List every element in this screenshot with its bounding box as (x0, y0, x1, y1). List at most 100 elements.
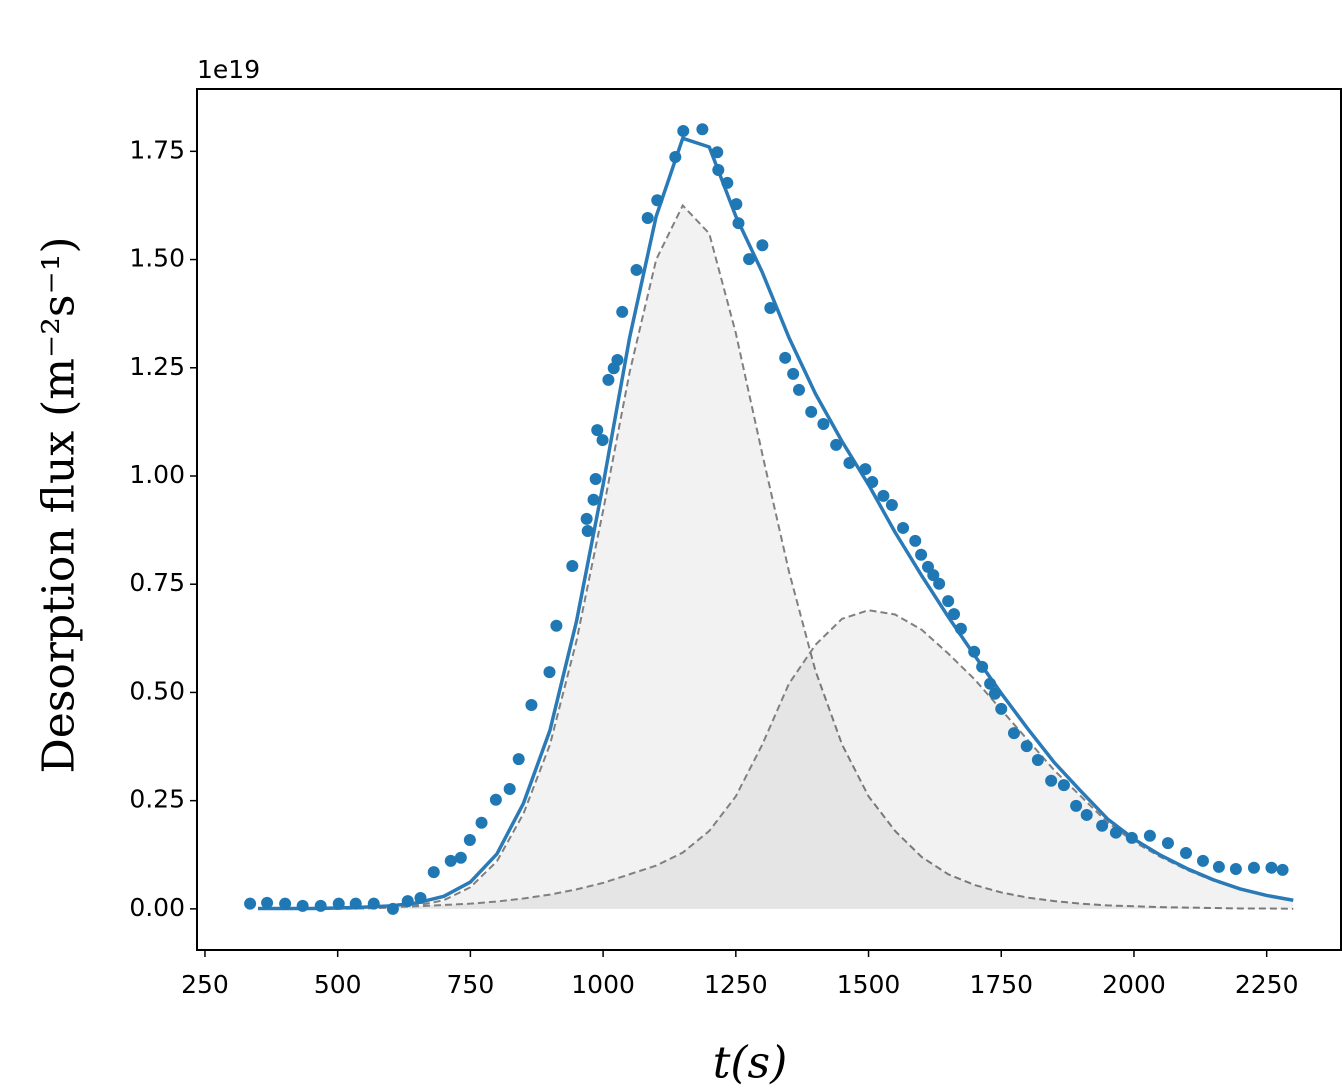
data-point (756, 239, 769, 252)
component-curve (258, 203, 1294, 910)
data-point (721, 176, 734, 189)
data-point (732, 217, 745, 230)
data-point (988, 687, 1001, 700)
data-point (332, 897, 345, 910)
x-axis-label: t(s) (713, 1038, 788, 1089)
data-point (817, 418, 830, 431)
x-tick-label: 500 (314, 970, 362, 999)
data-point (1161, 837, 1174, 850)
data-point (587, 493, 600, 506)
data-point (414, 892, 427, 905)
data-point (976, 660, 989, 673)
data-point (968, 645, 981, 658)
x-tick-label: 1500 (837, 970, 901, 999)
data-point (489, 793, 502, 806)
data-point (677, 124, 690, 137)
data-point (843, 457, 856, 470)
data-point (1143, 829, 1156, 842)
data-point (859, 463, 872, 476)
data-point (427, 866, 440, 879)
x-tick-label: 1250 (704, 970, 768, 999)
data-point (525, 698, 538, 711)
component-area (258, 205, 1294, 909)
data-point (475, 816, 488, 829)
y-tick-label: 0.50 (129, 676, 185, 705)
data-point (1096, 819, 1109, 832)
data-point (463, 834, 476, 847)
data-point (543, 666, 556, 679)
data-point (401, 895, 414, 908)
data-point (279, 897, 292, 910)
component-area (258, 610, 1294, 909)
data-point (1125, 831, 1138, 844)
data-point (696, 123, 709, 136)
data-point (503, 782, 516, 795)
data-point (1080, 808, 1093, 821)
y-tick-label: 0.25 (129, 785, 185, 814)
data-point (995, 702, 1008, 715)
data-point (580, 512, 593, 525)
x-tick-label: 250 (181, 970, 229, 999)
y-tick-label: 1.00 (129, 460, 185, 489)
data-point (1057, 779, 1070, 792)
y-axis-label: Desorption flux (m⁻²s⁻¹) (34, 236, 85, 773)
data-point (787, 367, 800, 380)
data-point (885, 498, 898, 511)
data-point (1265, 861, 1278, 874)
y-tick-label: 0.00 (129, 893, 185, 922)
data-point (581, 524, 594, 537)
data-point (743, 253, 756, 266)
data-point (1276, 863, 1289, 876)
data-point (897, 521, 910, 534)
x-tick-label: 2000 (1102, 970, 1166, 999)
y-tick-label: 1.25 (129, 352, 185, 381)
data-point (566, 560, 579, 573)
x-tick-label: 750 (447, 970, 495, 999)
data-point (261, 896, 274, 909)
data-point (1212, 860, 1225, 873)
data-point (933, 577, 946, 590)
data-point (764, 302, 777, 315)
data-point (1070, 799, 1083, 812)
offset-label: 1e19 (197, 55, 260, 84)
data-point (1229, 863, 1242, 876)
data-point (942, 595, 955, 608)
x-tick-label: 1750 (969, 970, 1033, 999)
data-point (1196, 854, 1209, 867)
data-point (1031, 753, 1044, 766)
data-point (616, 305, 629, 318)
y-tick-label: 0.75 (129, 568, 185, 597)
data-point (641, 211, 654, 224)
data-point (589, 473, 602, 486)
data-point (296, 899, 309, 912)
data-point (909, 534, 922, 547)
data-point (779, 351, 792, 364)
data-point (866, 476, 879, 489)
data-point (1109, 826, 1122, 839)
x-tick-label: 1000 (571, 970, 635, 999)
data-point (386, 902, 399, 915)
data-point (792, 383, 805, 396)
data-point (954, 622, 967, 635)
x-tick-label: 2250 (1235, 970, 1299, 999)
y-tick-label: 1.50 (129, 244, 185, 273)
data-point (1247, 861, 1260, 874)
data-point (314, 899, 327, 912)
data-point (830, 438, 843, 451)
data-point (1020, 740, 1033, 753)
data-point (591, 424, 604, 437)
data-point (1045, 774, 1058, 787)
data-point (611, 353, 624, 366)
data-point (367, 897, 380, 910)
data-point (877, 489, 890, 502)
y-tick-label: 1.75 (129, 135, 185, 164)
data-point (1179, 847, 1192, 860)
data-point (602, 373, 615, 386)
data-point (512, 753, 525, 766)
data-point (984, 677, 997, 690)
data-point (630, 263, 643, 276)
data-point (550, 619, 563, 632)
fit-line (258, 136, 1294, 911)
data-point (444, 854, 457, 867)
data-point (805, 405, 818, 418)
